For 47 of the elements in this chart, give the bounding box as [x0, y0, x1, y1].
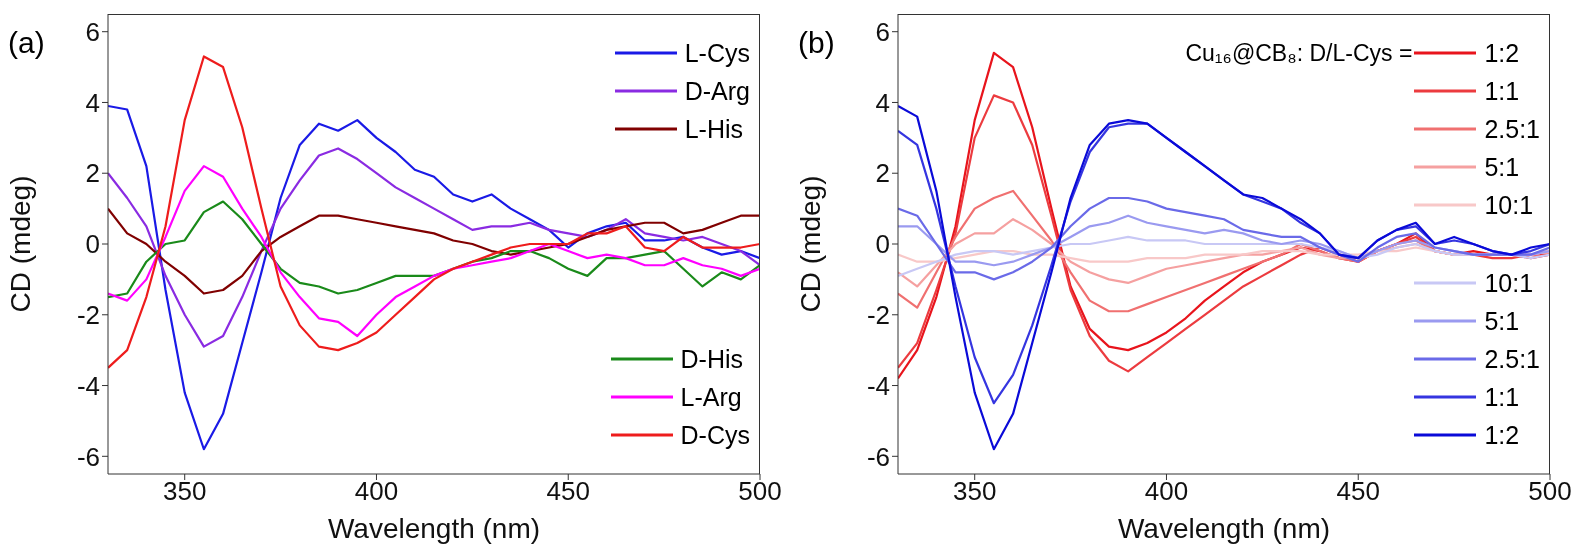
x-axis-title: Wavelength (nm): [1117, 513, 1331, 544]
x-tick-label: 450: [546, 476, 590, 507]
y-tick-label: -4: [76, 370, 100, 401]
y-tick-label: 4: [875, 87, 890, 118]
x-axis-title: Wavelength (nm): [327, 513, 541, 544]
legend-label: 2.5:1: [1484, 114, 1540, 144]
legend-label: L-His: [684, 114, 744, 144]
y-tick-label: 4: [85, 87, 100, 118]
x-tick-label: 500: [1528, 476, 1572, 507]
y-tick-label: -4: [866, 370, 890, 401]
legend-label: 10:1: [1484, 268, 1534, 298]
legend-label: 5:1: [1484, 306, 1520, 336]
chart-title: (a): [8, 26, 45, 60]
legend-label: 5:1: [1484, 152, 1520, 182]
legend-label: D-Arg: [684, 76, 750, 106]
y-tick-label: -6: [866, 441, 890, 472]
legend-label: 10:1: [1484, 190, 1534, 220]
y-tick-label: 6: [85, 16, 100, 47]
legend-label: 2.5:1: [1484, 344, 1540, 374]
x-tick-label: 450: [1336, 476, 1380, 507]
legend-label: D-His: [680, 344, 744, 374]
line-series: [898, 104, 1550, 451]
line-series: [108, 104, 760, 451]
chart-title: (b): [798, 26, 835, 60]
y-tick-label: 2: [875, 158, 890, 189]
y-tick-label: 0: [875, 229, 890, 260]
y-tick-label: -6: [76, 441, 100, 472]
y-axis-title: CD (mdeg): [794, 175, 826, 313]
legend-label: 1:1: [1484, 382, 1520, 412]
legend-label: 1:2: [1484, 38, 1520, 68]
y-axis-title: CD (mdeg): [4, 175, 36, 313]
y-tick-label: 2: [85, 158, 100, 189]
legend-title: Cu₁₆@CB₈: D/L-Cys =: [1185, 38, 1413, 68]
x-tick-label: 400: [1144, 476, 1189, 507]
y-tick-label: -2: [866, 300, 890, 330]
legend-label: L-Arg: [680, 382, 742, 412]
y-tick-label: 6: [875, 16, 890, 47]
x-tick-label: 350: [953, 476, 997, 507]
x-tick-label: 400: [354, 476, 399, 507]
y-tick-label: 0: [85, 229, 100, 260]
x-tick-label: 500: [738, 476, 782, 507]
legend-label: D-Cys: [680, 420, 750, 450]
legend-label: L-Cys: [684, 38, 750, 68]
legend-label: 1:1: [1484, 76, 1520, 106]
legend-label: 1:2: [1484, 420, 1520, 450]
y-tick-label: -2: [76, 300, 100, 330]
x-tick-label: 350: [163, 476, 207, 507]
